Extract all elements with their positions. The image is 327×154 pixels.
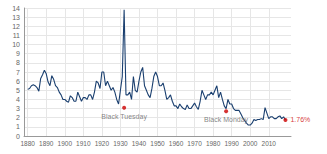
svg-text:5: 5 (16, 87, 20, 94)
svg-text:1940: 1940 (132, 140, 147, 147)
svg-text:11: 11 (13, 32, 20, 39)
svg-text:1900: 1900 (58, 140, 73, 147)
svg-text:10: 10 (12, 41, 20, 48)
svg-text:1950: 1950 (150, 140, 165, 147)
svg-text:1930: 1930 (113, 140, 128, 147)
svg-text:0: 0 (16, 133, 20, 140)
svg-text:1920: 1920 (95, 140, 110, 147)
svg-text:3: 3 (16, 105, 20, 112)
svg-text:1890: 1890 (39, 140, 54, 147)
svg-text:1: 1 (16, 123, 20, 130)
svg-text:2: 2 (16, 114, 20, 121)
svg-text:Black Monday: Black Monday (204, 116, 248, 124)
svg-text:1970: 1970 (187, 140, 202, 147)
svg-text:1990: 1990 (224, 140, 239, 147)
svg-text:Black Tuesday: Black Tuesday (101, 113, 147, 121)
svg-text:12: 12 (12, 23, 20, 30)
svg-text:8: 8 (16, 59, 20, 66)
svg-text:1.76%: 1.76% (290, 116, 310, 123)
svg-text:13: 13 (12, 14, 20, 21)
svg-text:6: 6 (16, 78, 20, 85)
svg-text:2000: 2000 (243, 140, 258, 147)
svg-text:1980: 1980 (206, 140, 221, 147)
svg-text:4: 4 (16, 96, 20, 103)
svg-text:1880: 1880 (20, 140, 35, 147)
svg-text:14: 14 (12, 5, 20, 12)
svg-text:1910: 1910 (76, 140, 91, 147)
svg-text:1960: 1960 (169, 140, 184, 147)
svg-text:9: 9 (16, 50, 20, 57)
svg-text:2010: 2010 (262, 140, 277, 147)
svg-text:7: 7 (16, 69, 20, 76)
